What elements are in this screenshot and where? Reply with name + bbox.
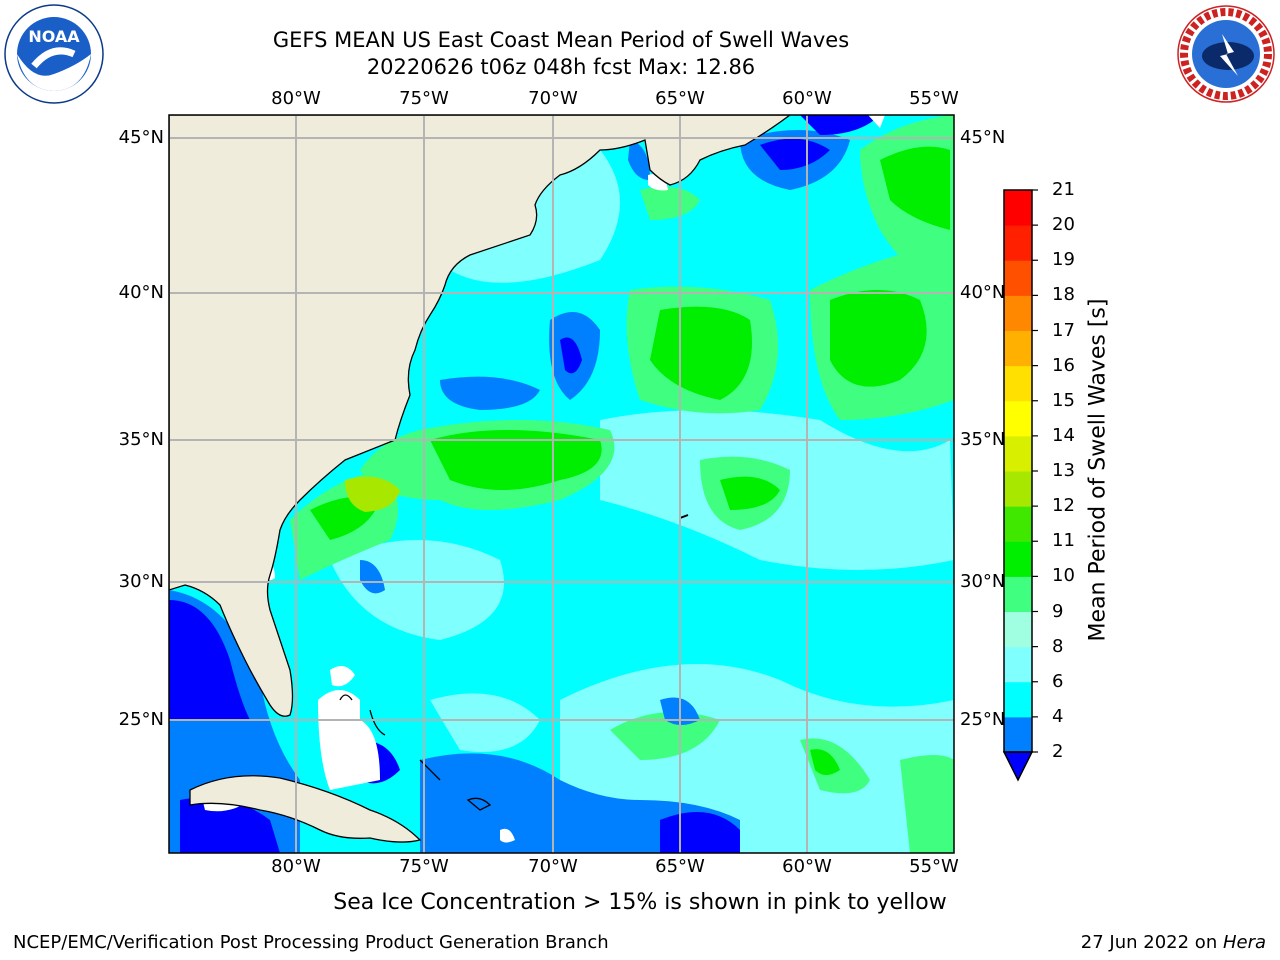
lat-label-left: 35°N	[118, 429, 164, 450]
colorbar-segment	[1004, 716, 1032, 753]
lat-label-left: 40°N	[118, 282, 164, 303]
colorbar-segment	[1004, 330, 1032, 367]
footer-host: Hera	[1222, 932, 1266, 953]
lat-label-right: 30°N	[960, 571, 1006, 592]
lon-label-bottom: 70°W	[528, 856, 578, 877]
colorbar-tick-label: 13	[1052, 460, 1075, 481]
colorbar-tick-label: 21	[1052, 179, 1075, 200]
colorbar-tick-label: 9	[1052, 600, 1064, 622]
colorbar-tick-label: 14	[1052, 424, 1075, 446]
colorbar-segment	[1004, 295, 1032, 331]
chart-title: GEFS MEAN US East Coast Mean Period of S…	[272, 28, 850, 52]
colorbar-tick-label: 20	[1052, 214, 1075, 236]
colorbar-segment	[1004, 260, 1032, 296]
map-frame	[168, 114, 955, 854]
colorbar-tick-label: 4	[1052, 705, 1064, 727]
colorbar	[1002, 189, 1038, 782]
cuba-land	[189, 775, 422, 843]
colorbar-segment	[1004, 400, 1032, 437]
colorbar-segment	[1004, 681, 1032, 718]
colorbar-segment	[1004, 576, 1032, 612]
nws-logo	[1177, 5, 1275, 103]
colorbar-tick-label: 16	[1052, 354, 1075, 376]
footer-credit: NCEP/EMC/Verification Post Processing Pr…	[13, 932, 609, 953]
lat-label-right: 40°N	[960, 282, 1006, 303]
colorbar-segment	[1004, 611, 1032, 648]
colorbar-tick-label: 8	[1052, 635, 1064, 657]
lat-label-left: 30°N	[118, 571, 164, 592]
lon-label-top: 55°W	[909, 88, 959, 109]
lon-label-top: 80°W	[271, 88, 321, 109]
footer-date-text: 27 Jun 2022 on	[1080, 932, 1223, 953]
colorbar-tick-label: 6	[1052, 670, 1064, 692]
lat-label-right: 45°N	[960, 127, 1006, 148]
lon-label-bottom: 60°W	[782, 856, 832, 877]
colorbar-segment	[1004, 506, 1032, 542]
lon-label-bottom: 65°W	[655, 856, 705, 877]
colorbar-tick-label: 15	[1052, 389, 1075, 411]
land-mask	[169, 115, 792, 843]
chart-subtitle: 20220626 t06z 048h fcst Max: 12.86	[366, 55, 756, 79]
colorbar-tick-label: 10	[1052, 565, 1075, 587]
lon-label-bottom: 75°W	[399, 856, 449, 877]
colorbar-segment	[1004, 190, 1032, 226]
colorbar-tick-label: 19	[1052, 249, 1075, 271]
colorbar-tick-label: 11	[1052, 530, 1075, 552]
noaa-logo-text: NOAA	[28, 27, 80, 46]
colorbar-segment	[1004, 435, 1032, 472]
lon-label-top: 75°W	[399, 88, 449, 109]
lon-label-top: 65°W	[655, 88, 705, 109]
lon-label-top: 70°W	[528, 88, 578, 109]
lon-label-bottom: 80°W	[271, 856, 321, 877]
colorbar-under-arrow	[1002, 751, 1034, 782]
colorbar-tick-label: 12	[1052, 495, 1075, 517]
lat-label-left: 45°N	[118, 127, 164, 148]
colorbar-segment	[1004, 225, 1032, 261]
colorbar-segment	[1004, 365, 1032, 402]
footer-date: 27 Jun 2022 on Hera	[1081, 932, 1266, 953]
us-coast-land	[169, 115, 792, 717]
colorbar-tick-label: 17	[1052, 319, 1075, 341]
noaa-logo: NOAA	[4, 4, 104, 104]
colorbar-tick-label: 2	[1052, 741, 1064, 762]
lat-label-right: 35°N	[960, 429, 1006, 450]
lat-label-left: 25°N	[118, 709, 164, 730]
colorbar-tick-label: 18	[1052, 284, 1075, 306]
sea-ice-note: Sea Ice Concentration > 15% is shown in …	[333, 890, 947, 915]
colorbar-title: Mean Period of Swell Waves [s]	[1085, 298, 1111, 642]
graticule	[169, 115, 954, 853]
colorbar-segment	[1004, 646, 1032, 683]
lon-label-bottom: 55°W	[909, 856, 959, 877]
colorbar-segment	[1004, 471, 1032, 507]
lon-label-top: 60°W	[782, 88, 832, 109]
colorbar-segment	[1004, 541, 1032, 577]
lat-label-right: 25°N	[960, 709, 1006, 730]
